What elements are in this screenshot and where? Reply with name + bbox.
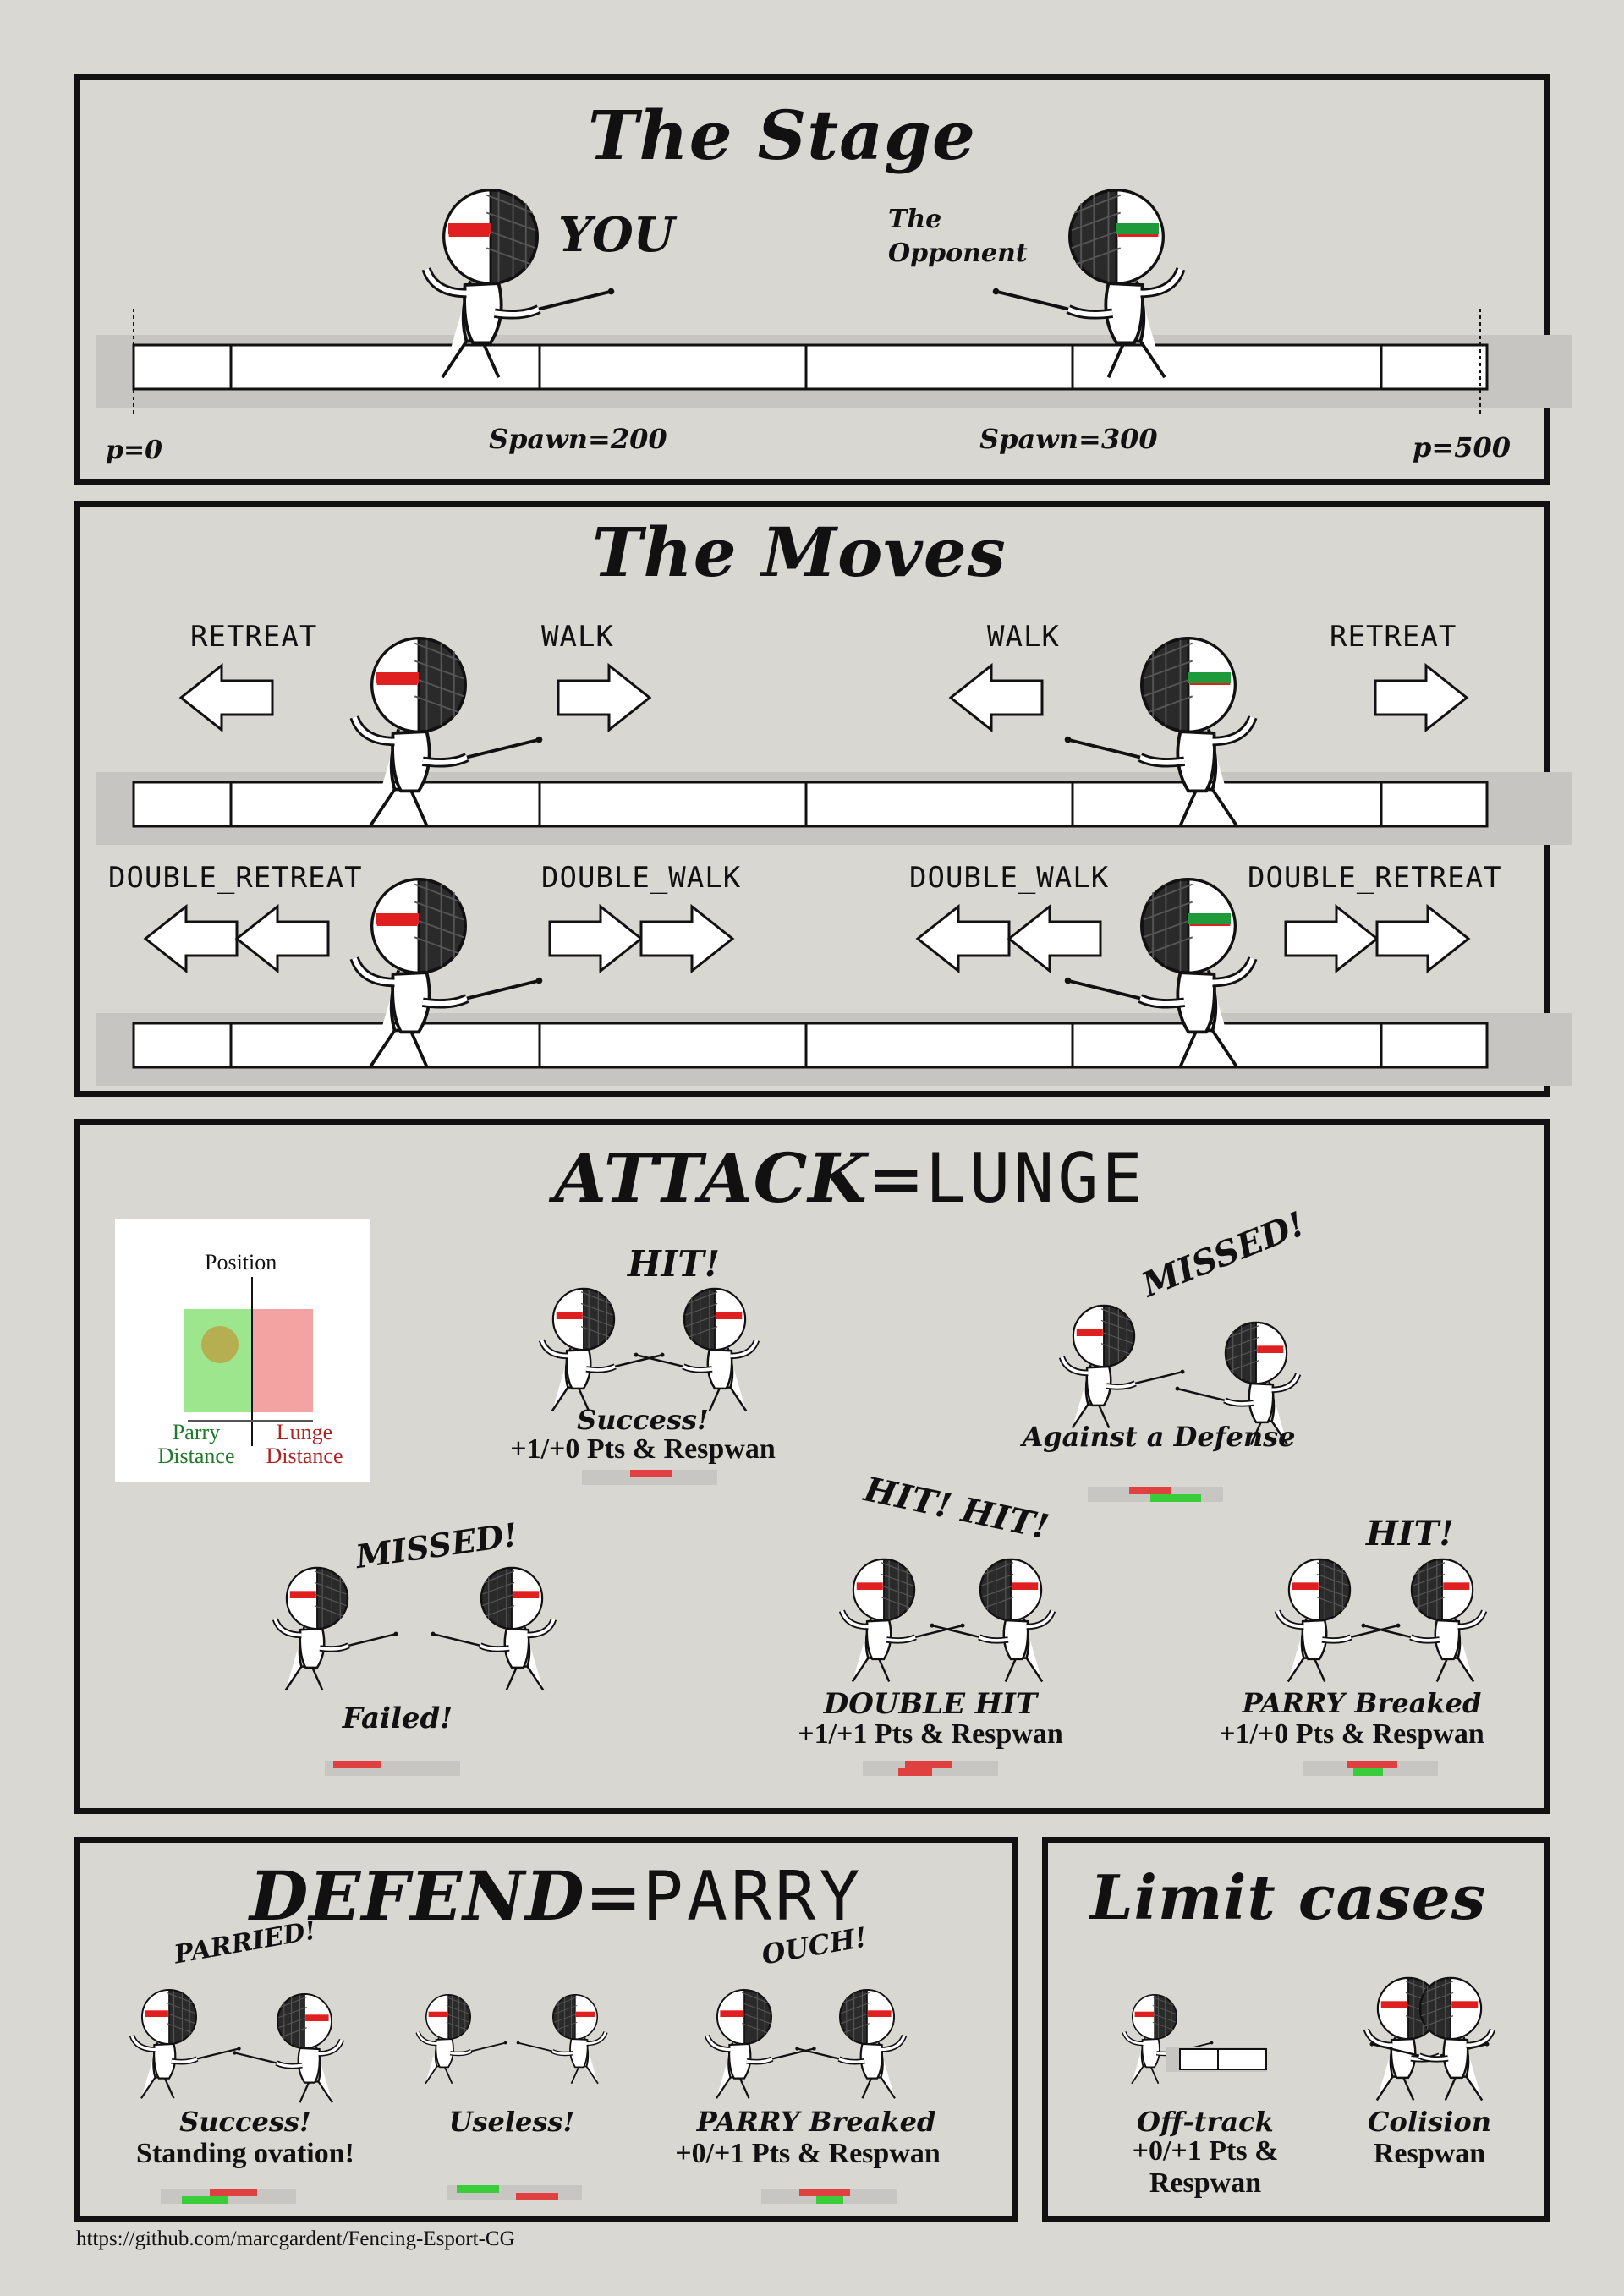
stage-title: The Stage: [588, 96, 976, 175]
attack-title-word: LUNGE: [924, 1139, 1146, 1218]
attack-title-prefix: ATTACK=: [554, 1138, 925, 1218]
defend-result-parry-breaked: PARRY Breaked: [696, 2106, 936, 2138]
attack-hit-exclaim-1: HIT!: [628, 1243, 721, 1285]
move-label-double-walk-opp: DOUBLE_WALK: [909, 861, 1110, 895]
attack-parry-breaked-exclaim: HIT!: [1366, 1514, 1454, 1553]
limit-points-colision: Respwan: [1373, 2138, 1486, 2169]
attack-result-double-hit: DOUBLE HIT: [823, 1687, 1038, 1721]
defend-points-success: Standing ovation!: [136, 2138, 354, 2169]
opponent-label: The Opponent: [888, 205, 1028, 268]
stage-panel: The Stage: [74, 74, 1550, 485]
diagram-parry-label: Parry Distance: [157, 1420, 235, 1468]
attack-points-parry-breaked: +1/+0 Pts & Respwan: [1219, 1718, 1484, 1750]
move-label-retreat-you: RETREAT: [190, 620, 318, 654]
attack-points-success: +1/+0 Pts & Respwan: [510, 1433, 776, 1465]
marker-p0: p=0: [106, 436, 162, 465]
move-label-walk-opp: WALK: [987, 620, 1060, 654]
move-label-double-walk-you: DOUBLE_WALK: [541, 861, 742, 895]
move-label-retreat-opp: RETREAT: [1330, 620, 1457, 654]
move-label-double-retreat-opp: DOUBLE_RETREAT: [1248, 861, 1502, 895]
attack-title: ATTACK=LUNGE: [554, 1138, 1146, 1218]
attack-points-double-hit: +1/+1 Pts & Respwan: [798, 1718, 1063, 1750]
defend-result-success: Success!: [179, 2106, 311, 2138]
defend-result-useless: Useless!: [448, 2106, 575, 2138]
limit-points-off-track: +0/+1 Pts & Respwan: [1132, 2135, 1279, 2199]
marker-spawn-200: Spawn=200: [489, 423, 667, 455]
defend-points-parry-breaked: +0/+1 Pts & Respwan: [675, 2138, 941, 2169]
marker-p500: p=500: [1413, 431, 1511, 463]
defend-title-word: PARRY: [642, 1857, 864, 1936]
marker-spawn-300: Spawn=300: [979, 423, 1158, 455]
diagram-lunge-label: Lunge Distance: [266, 1420, 343, 1468]
github-link[interactable]: https://github.com/marcgardent/Fencing-E…: [76, 2228, 515, 2250]
move-label-double-retreat-you: DOUBLE_RETREAT: [108, 861, 363, 895]
diagram-position-label: Position: [205, 1250, 277, 1274]
attack-result-failed: Failed!: [342, 1701, 453, 1735]
moves-title: The Moves: [592, 512, 1007, 592]
attack-result-parry-breaked: PARRY Breaked: [1242, 1687, 1482, 1719]
move-label-walk-you: WALK: [541, 620, 614, 654]
attack-result-against-defense: Against a Defense: [1022, 1421, 1296, 1453]
limit-result-off-track: Off-track: [1137, 2106, 1274, 2138]
limit-result-colision: Colision: [1368, 2106, 1491, 2138]
defend-title-prefix: DEFEND=: [250, 1856, 643, 1936]
limits-title: Limit cases: [1090, 1861, 1487, 1933]
attack-result-success: Success!: [577, 1404, 709, 1436]
you-label: YOU: [558, 207, 675, 263]
defend-title: DEFEND=PARRY: [250, 1856, 863, 1936]
